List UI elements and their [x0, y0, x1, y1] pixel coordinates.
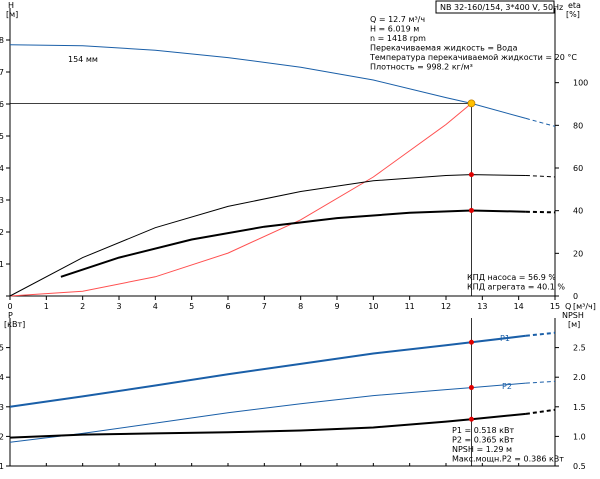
- chart-marks: [467, 99, 476, 422]
- chart-curves: [9, 44, 556, 443]
- upper-series-2-dashed: [525, 174, 556, 178]
- op-info-line-5: Плотность = 998.2 кг/м³: [370, 63, 473, 72]
- lower-series-1: [9, 382, 526, 443]
- npsh-tick-label: 0.5: [573, 462, 586, 471]
- npsh-tick-label: 1.0: [573, 432, 586, 441]
- npsh-point: [468, 416, 474, 422]
- npsh-tick-label: 2.0: [573, 373, 586, 382]
- upper-series-2: [9, 174, 526, 297]
- x-axis-label: Q: [565, 302, 571, 311]
- y-left-tick-label: 5: [0, 132, 4, 141]
- efficiency-info-line-0: КПД насоса = 56.9 %: [467, 273, 556, 282]
- x-tick-label: 6: [225, 302, 230, 311]
- p1-series-label: P1: [500, 334, 510, 343]
- npsh-tick-label: 1.5: [573, 403, 586, 412]
- x-tick-label: 11: [405, 302, 415, 311]
- h-axis-label: H: [8, 1, 14, 10]
- lower-series-2: [9, 412, 526, 439]
- p1-point: [468, 339, 474, 345]
- power-info-line-0: P1 = 0.518 кВт: [452, 426, 514, 435]
- p2-series-label: P2: [502, 382, 512, 391]
- op-info-line-3: Перекачиваемая жидкость = Вода: [370, 44, 518, 53]
- y-right-tick-label: 80: [573, 121, 583, 130]
- p-axis-unit: [кВт]: [4, 320, 25, 329]
- power-info-line-1: P2 = 0.365 кВт: [452, 436, 514, 445]
- upper-series-0: [9, 44, 527, 119]
- x-tick-label: 0: [7, 302, 12, 311]
- npsh-axis-label: NPSH: [562, 311, 584, 320]
- x-tick-label: 9: [334, 302, 339, 311]
- p-tick-label: 0.4: [0, 373, 4, 382]
- eta-pump-point: [468, 172, 474, 178]
- lower-series-0: [9, 334, 527, 408]
- y-left-tick-label: 7: [0, 68, 4, 77]
- efficiency-info-line-1: КПД агрегата = 40.1 %: [467, 283, 565, 292]
- x-tick-label: 4: [153, 302, 158, 311]
- title-box: [435, 0, 555, 14]
- upper-series-3: [60, 209, 526, 278]
- y-right-tick-label: 20: [573, 249, 583, 258]
- eta-unit-point: [468, 207, 474, 213]
- y-right-tick-label: 0: [573, 292, 578, 301]
- x-tick-label: 8: [298, 302, 303, 311]
- lower-series-2-dashed: [525, 408, 556, 415]
- x-tick-label: 15: [550, 302, 560, 311]
- x-tick-label: 1: [44, 302, 49, 311]
- npsh-axis-unit: [м]: [568, 320, 580, 329]
- p2-point: [468, 385, 474, 391]
- y-left-tick-label: 3: [0, 196, 4, 205]
- npsh-tick-label: 2.5: [573, 344, 586, 353]
- y-left-tick-label: 1: [0, 260, 4, 269]
- h-axis-unit: [м]: [6, 10, 18, 19]
- x-tick-label: 14: [514, 302, 524, 311]
- lower-series-1-dashed: [525, 380, 556, 384]
- x-tick-label: 7: [262, 302, 267, 311]
- eta-axis-label: eta: [568, 1, 581, 10]
- x-tick-label: 2: [80, 302, 85, 311]
- title-box-text: NB 32-160/154, 3*400 V, 50Hz: [440, 3, 563, 12]
- y-left-tick-label: 8: [0, 36, 4, 45]
- power-info-line-2: NPSH = 1.29 м: [452, 445, 512, 454]
- y-left-tick-label: 4: [0, 164, 4, 173]
- x-axis-unit: [м³/ч]: [573, 302, 596, 311]
- lower-series-0-dashed: [525, 331, 556, 337]
- power-info-line-3: Макс.мощн.P2 = 0.386 кВт: [452, 455, 564, 464]
- chart-text: 0 1 2 3 4 5 6 7 8 9 10 11 12 13 14 15 Q [м³/ч]12345678020…: [0, 1, 596, 471]
- op-info-line-0: Q = 12.7 м³/ч: [370, 15, 425, 24]
- op-info-line-1: H = 6.019 м: [370, 25, 419, 34]
- p-tick-label: 0.2: [0, 432, 4, 441]
- y-left-tick-label: 2: [0, 228, 4, 237]
- x-tick-label: 12: [441, 302, 451, 311]
- op-info-line-4: Температура перекачиваемой жидкости = 20…: [369, 53, 577, 62]
- y-right-tick-label: 100: [573, 79, 588, 88]
- y-left-tick-label: 6: [0, 100, 4, 109]
- upper-series-0-dashed: [525, 117, 556, 127]
- upper-series-1: [9, 103, 472, 297]
- impeller-diameter-label: 154 мм: [68, 55, 98, 64]
- upper-series-3-dashed: [525, 210, 556, 214]
- eta-axis-unit: [%]: [566, 10, 580, 19]
- op-info-line-2: n = 1418 rpm: [370, 34, 426, 43]
- p-tick-label: 0.1: [0, 462, 4, 471]
- x-tick-label: 13: [477, 302, 487, 311]
- y-right-tick-label: 60: [573, 164, 583, 173]
- p-tick-label: 0.3: [0, 403, 4, 412]
- y-right-tick-label: 40: [573, 207, 583, 216]
- x-tick-label: 5: [189, 302, 194, 311]
- p-axis-label: P: [8, 311, 13, 320]
- p-tick-label: 0.5: [0, 344, 4, 353]
- x-tick-label: 10: [368, 302, 378, 311]
- operating-point-marker: [467, 99, 476, 108]
- x-tick-label: 3: [116, 302, 121, 311]
